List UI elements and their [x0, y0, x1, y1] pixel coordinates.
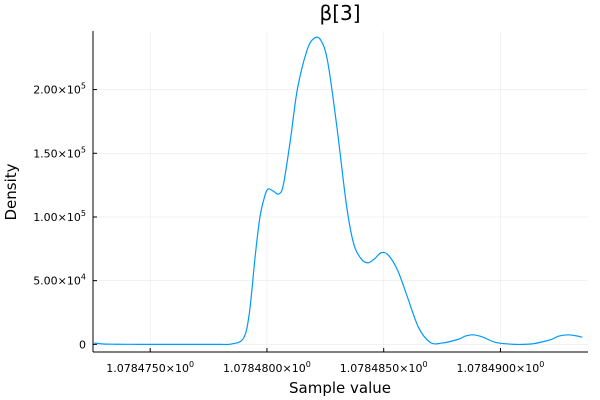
x-tick-label: 1.0784750×100	[106, 360, 194, 375]
y-tick-label: 0	[79, 338, 86, 351]
chart-title: β[3]	[319, 1, 360, 25]
x-tick-label: 1.0784850×100	[340, 360, 428, 375]
x-axis-label: Sample value	[289, 379, 391, 397]
y-tick-label: 1.50×105	[33, 145, 86, 160]
grid-lines	[93, 31, 588, 352]
axis-ticks: 1.0784750×100 1.0784800×100 1.0784850×100 1…	[33, 82, 544, 375]
y-tick-label: 1.00×105	[33, 209, 86, 224]
y-tick-label: 5.00×104	[33, 273, 86, 288]
density-series-line	[94, 36, 583, 346]
y-tick-label: 2.00×105	[33, 82, 86, 97]
x-tick-label: 1.0784800×100	[223, 360, 311, 375]
y-axis-label: Density	[2, 163, 20, 220]
x-tick-label: 1.0784900×100	[457, 360, 545, 375]
